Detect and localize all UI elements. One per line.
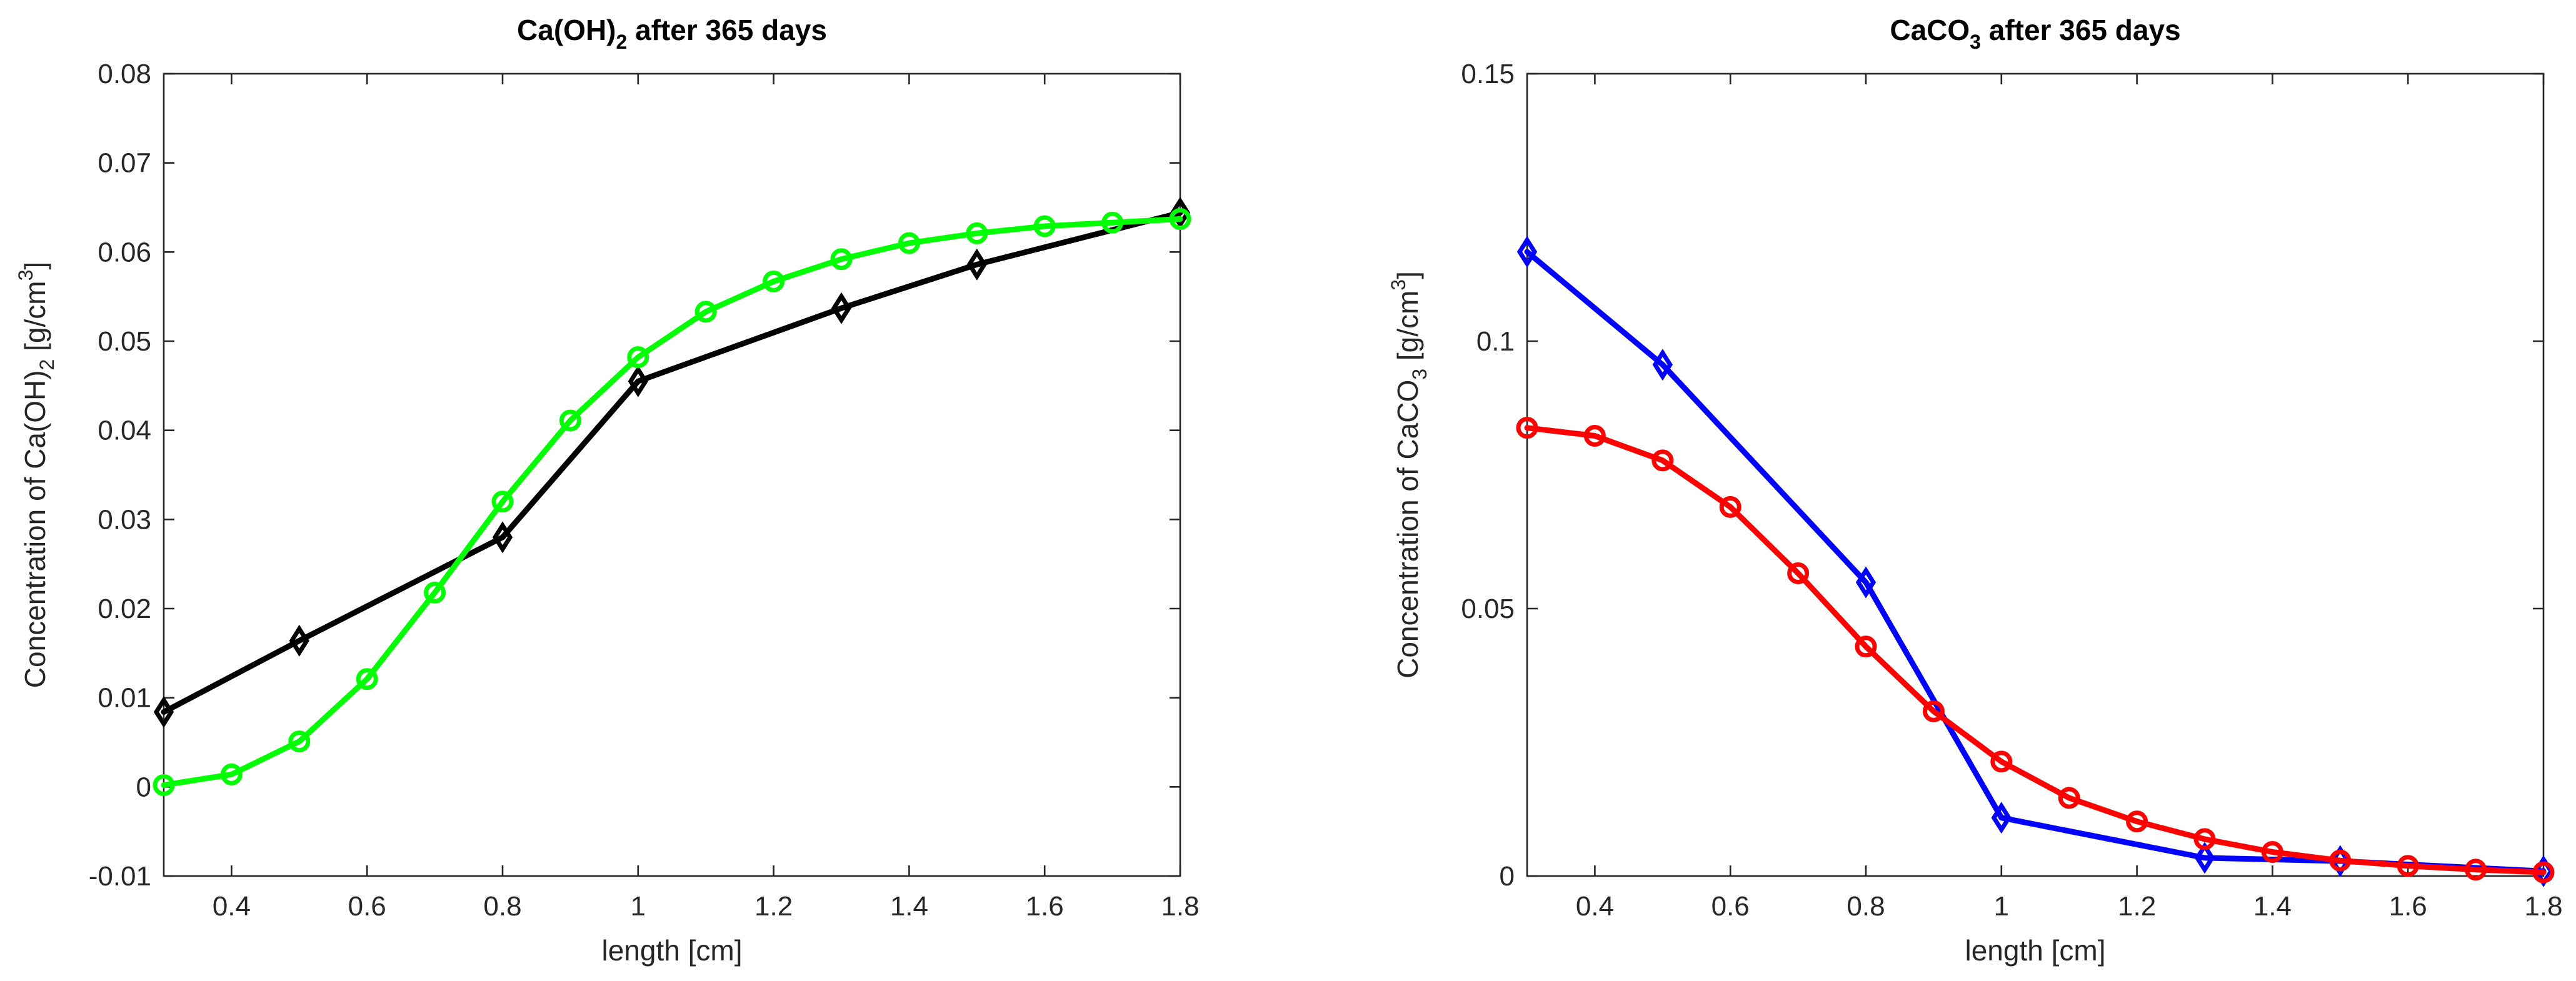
red-circle-data-point <box>2397 855 2419 877</box>
right-plot-area <box>1526 72 2545 877</box>
y-tick-label: 0.04 <box>98 416 151 446</box>
green-circle-data-point <box>424 581 446 604</box>
green-circle-data-point <box>966 222 988 244</box>
x-tick-label: 0.8 <box>1847 891 1885 922</box>
green-circle-data-point <box>1101 211 1124 234</box>
y-tick-label: -0.01 <box>89 861 151 892</box>
y-tick-label: 0.06 <box>98 237 151 267</box>
green-circle-data-point <box>153 774 175 796</box>
green-circle-data-point <box>559 409 581 432</box>
y-tick-label: 0.02 <box>98 594 151 624</box>
left-x-axis-label: length [cm] <box>602 934 743 967</box>
right-y-ticks: 0 0.05 0.1 0.15 <box>1461 59 2543 892</box>
left-x-ticks: 0.4 0.6 0.8 1 1.2 1.4 1.6 1.8 <box>213 74 1200 922</box>
red-circle-data-point <box>1855 635 1877 658</box>
y-tick-label: 0.15 <box>1461 59 1515 89</box>
right-chart: CaCO3 after 365 days 0.4 0.6 0.8 1 1.2 1.4 1.6… <box>1387 14 2563 967</box>
green-circle-data-point <box>288 730 311 753</box>
x-tick-label: 1.8 <box>2524 891 2562 922</box>
x-tick-label: 1 <box>1994 891 2009 922</box>
green-circle-data-point <box>898 232 920 254</box>
x-tick-label: 1.6 <box>2389 891 2427 922</box>
red-circle-data-point <box>2465 859 2487 881</box>
x-tick-label: 1 <box>631 891 646 922</box>
red-circle-data-point <box>1922 700 1945 722</box>
black-diamond-data-point <box>831 292 852 324</box>
right-x-axis-label: length [cm] <box>1965 934 2106 967</box>
x-tick-label: 1.4 <box>2253 891 2292 922</box>
x-tick-label: 0.4 <box>213 891 251 922</box>
red-circle-series-line <box>1524 425 2547 875</box>
y-tick-label: 0.03 <box>98 504 151 535</box>
y-tick-label: 0.07 <box>98 148 151 179</box>
red-circle-data-point <box>1990 750 2013 773</box>
x-tick-label: 1.6 <box>1026 891 1064 922</box>
green-circle-data-point <box>491 490 514 513</box>
red-circle-data-point <box>2532 861 2555 884</box>
blue-diamond-data-point <box>1855 566 1877 599</box>
red-circle-data-point <box>1651 449 1674 472</box>
left-chart: Ca(OH)2 after 365 days 0.4 0.6 0.8 1 1.2 1.4 1… <box>14 14 1200 967</box>
x-tick-label: 1.2 <box>754 891 793 922</box>
black-diamond-data-point <box>628 365 648 397</box>
black-diamond-data-point <box>492 521 513 554</box>
x-tick-label: 1.8 <box>1161 891 1199 922</box>
green-circle-data-point <box>220 763 243 785</box>
y-tick-label: 0.08 <box>98 59 151 89</box>
right-x-ticks: 0.4 0.6 0.8 1 1.2 1.4 1.6 1.8 <box>1576 74 2563 922</box>
x-tick-label: 0.8 <box>483 891 521 922</box>
left-chart-title: Ca(OH)2 after 365 days <box>517 14 827 53</box>
black-diamond-data-point <box>153 695 174 729</box>
green-circle-data-point <box>1033 215 1056 237</box>
black-diamond-data-point <box>289 624 309 657</box>
x-tick-label: 0.4 <box>1576 891 1614 922</box>
red-circle-data-point <box>2329 849 2352 872</box>
black-diamond-data-point <box>1170 197 1191 229</box>
red-circle-data-point <box>2261 840 2283 863</box>
red-circle-data-point <box>2058 787 2080 809</box>
x-tick-label: 0.6 <box>1711 891 1750 922</box>
green-circle-data-point <box>627 346 649 369</box>
x-tick-label: 1.4 <box>890 891 928 922</box>
x-tick-label: 1.2 <box>2118 891 2156 922</box>
y-tick-label: 0.05 <box>1461 594 1515 624</box>
y-tick-label: 0.1 <box>1476 326 1515 357</box>
right-series-group <box>1516 236 2555 887</box>
blue-diamond-data-point <box>1652 349 1673 381</box>
red-circle-data-point <box>1516 417 1538 439</box>
black-diamond-data-point <box>966 248 987 281</box>
green-circle-data-point <box>356 668 378 690</box>
blue-diamond-data-point <box>2194 842 2215 874</box>
blue-diamond-data-point <box>1516 236 1538 268</box>
red-circle-data-point <box>2193 828 2216 850</box>
right-chart-title: CaCO3 after 365 days <box>1890 14 2180 53</box>
x-tick-label: 0.6 <box>348 891 386 922</box>
right-y-axis-label: Concentration of CaCO3 [g/cm3] <box>1387 271 1431 679</box>
left-series-group <box>153 197 1191 796</box>
green-circle-data-point <box>1169 208 1191 231</box>
red-circle-data-point <box>1787 562 1810 585</box>
y-tick-label: 0 <box>136 772 151 802</box>
green-circle-data-point <box>763 270 785 292</box>
green-circle-data-point <box>830 248 853 271</box>
y-tick-label: 0.01 <box>98 683 151 714</box>
blue-diamond-data-point <box>1991 802 2012 834</box>
left-y-ticks: -0.01 0 0.01 0.02 0.03 0.04 0.05 0.06 0.07 0.08 <box>89 59 1180 892</box>
red-circle-data-point <box>1719 495 1742 518</box>
left-y-axis-label: Concentration of Ca(OH)2 [g/cm3] <box>14 262 58 688</box>
green-circle-data-point <box>694 301 717 323</box>
y-tick-label: 0.05 <box>98 326 151 357</box>
left-plot-area <box>163 72 1181 877</box>
black-diamond-series-line <box>161 210 1183 715</box>
red-circle-data-point <box>2126 810 2148 833</box>
green-circle-series-line <box>161 216 1183 788</box>
y-tick-label: 0 <box>1500 861 1515 892</box>
red-circle-data-point <box>1583 425 1606 447</box>
